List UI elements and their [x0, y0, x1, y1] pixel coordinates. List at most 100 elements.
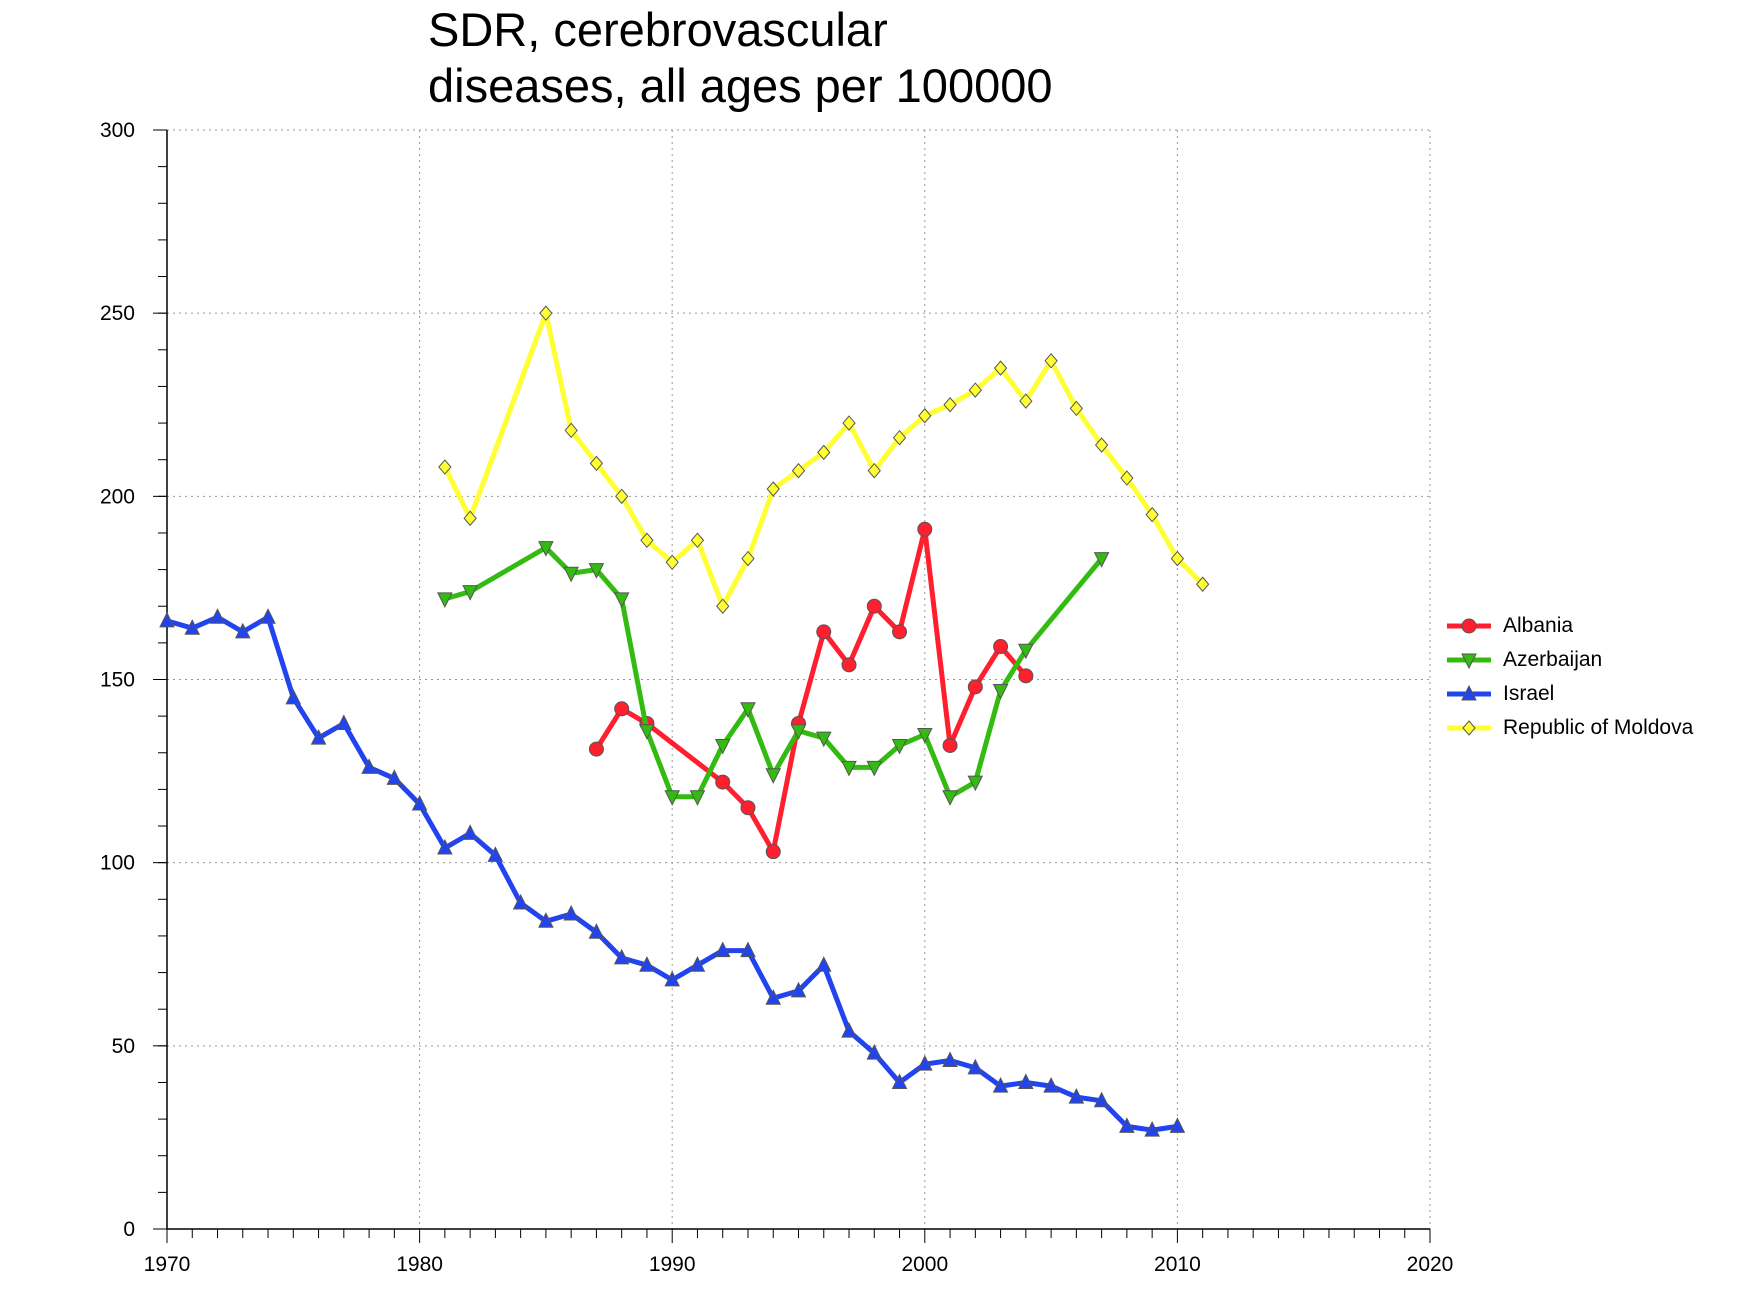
- data-point: [614, 701, 630, 717]
- data-point: [209, 608, 226, 624]
- data-point: [1069, 400, 1084, 417]
- y-tick-label: 100: [100, 852, 135, 875]
- data-point: [1145, 506, 1159, 523]
- data-point: [234, 622, 251, 639]
- data-point: [740, 800, 756, 816]
- data-point: [917, 521, 933, 537]
- data-point: [817, 444, 831, 461]
- data-point: [1068, 1088, 1085, 1104]
- data-point: [765, 844, 781, 860]
- data-point: [866, 1044, 883, 1060]
- data-point: [1462, 720, 1476, 736]
- y-tick-label: 300: [100, 119, 135, 142]
- data-point: [487, 846, 504, 862]
- data-point: [1093, 1091, 1110, 1108]
- data-point: [841, 657, 857, 673]
- data-point: [1019, 393, 1033, 409]
- data-point: [438, 459, 452, 475]
- legend-label: Azerbaijan: [1503, 648, 1603, 671]
- data-point: [538, 541, 554, 557]
- data-point: [765, 989, 782, 1005]
- data-point: [462, 824, 478, 840]
- data-point: [1044, 353, 1058, 369]
- x-tick-label: 1990: [649, 1253, 696, 1276]
- chart-title: SDR, cerebrovascular diseases, all ages …: [428, 2, 1053, 114]
- data-point: [690, 532, 705, 549]
- data-point: [260, 608, 276, 624]
- y-tick-label: 50: [112, 1035, 135, 1058]
- data-point: [512, 893, 529, 910]
- data-point: [1043, 1077, 1059, 1093]
- data-point: [538, 912, 554, 928]
- data-point: [992, 1077, 1009, 1093]
- series-line-azerbaijan: [442, 545, 1105, 800]
- series-republic-of-moldova: [438, 305, 1210, 615]
- data-point: [463, 510, 477, 527]
- data-point: [639, 724, 655, 740]
- data-point: [942, 737, 958, 753]
- data-point: [741, 550, 755, 567]
- data-point: [1461, 618, 1477, 634]
- data-point: [967, 1058, 984, 1075]
- y-tick-label: 150: [100, 669, 135, 692]
- data-point: [613, 592, 630, 609]
- data-point: [1120, 470, 1134, 486]
- data-point: [916, 727, 933, 744]
- data-point: [1018, 668, 1034, 684]
- data-point: [993, 639, 1009, 655]
- data-point: [563, 566, 579, 583]
- y-tick-label: 0: [123, 1218, 135, 1241]
- data-point: [892, 429, 907, 446]
- legend-swatch: [1447, 618, 1491, 634]
- data-point: [1119, 1117, 1135, 1133]
- data-point: [563, 904, 579, 921]
- x-tick-label: 2010: [1154, 1253, 1201, 1276]
- x-tick-label: 1970: [144, 1253, 191, 1276]
- tick-labels: 1970 1980 1990 2000 2010 2020 0 50 100 150 200 250 3…: [100, 119, 1453, 1276]
- data-point: [437, 838, 453, 855]
- data-point: [891, 738, 908, 755]
- x-tick-label: 2020: [1407, 1253, 1454, 1276]
- data-point: [714, 738, 731, 755]
- data-series: [159, 305, 1210, 1137]
- data-point: [816, 624, 832, 640]
- series-israel: [159, 608, 1186, 1137]
- data-point: [791, 462, 806, 479]
- data-point: [588, 741, 604, 757]
- legend-label: Albania: [1503, 614, 1574, 637]
- data-point: [993, 360, 1008, 376]
- data-point: [740, 702, 756, 718]
- data-point: [640, 532, 654, 549]
- x-tick-label: 2000: [901, 1253, 948, 1276]
- data-point: [815, 731, 832, 748]
- data-point: [159, 611, 175, 628]
- data-point: [866, 598, 882, 614]
- data-point: [918, 407, 932, 424]
- data-point: [891, 1073, 908, 1089]
- data-point: [714, 941, 731, 958]
- data-point: [1093, 552, 1110, 568]
- data-point: [664, 970, 681, 987]
- data-point: [437, 592, 453, 609]
- data-point: [867, 462, 881, 479]
- data-point: [310, 728, 327, 745]
- data-point: [664, 790, 681, 806]
- data-point: [766, 481, 780, 497]
- data-point: [539, 305, 553, 321]
- data-point: [967, 775, 984, 792]
- series-albania: [588, 521, 1034, 860]
- data-point: [841, 760, 857, 777]
- data-point: [815, 956, 832, 972]
- data-point: [639, 956, 655, 972]
- data-point: [588, 563, 605, 579]
- data-point: [765, 768, 782, 784]
- legend-swatch: [1447, 653, 1491, 670]
- data-point: [564, 422, 578, 439]
- data-point: [1461, 684, 1477, 701]
- data-point: [1196, 576, 1210, 593]
- data-point: [942, 1051, 958, 1067]
- data-point: [790, 981, 807, 998]
- data-point: [386, 769, 403, 785]
- data-point: [866, 760, 883, 777]
- axes: [153, 129, 1431, 1243]
